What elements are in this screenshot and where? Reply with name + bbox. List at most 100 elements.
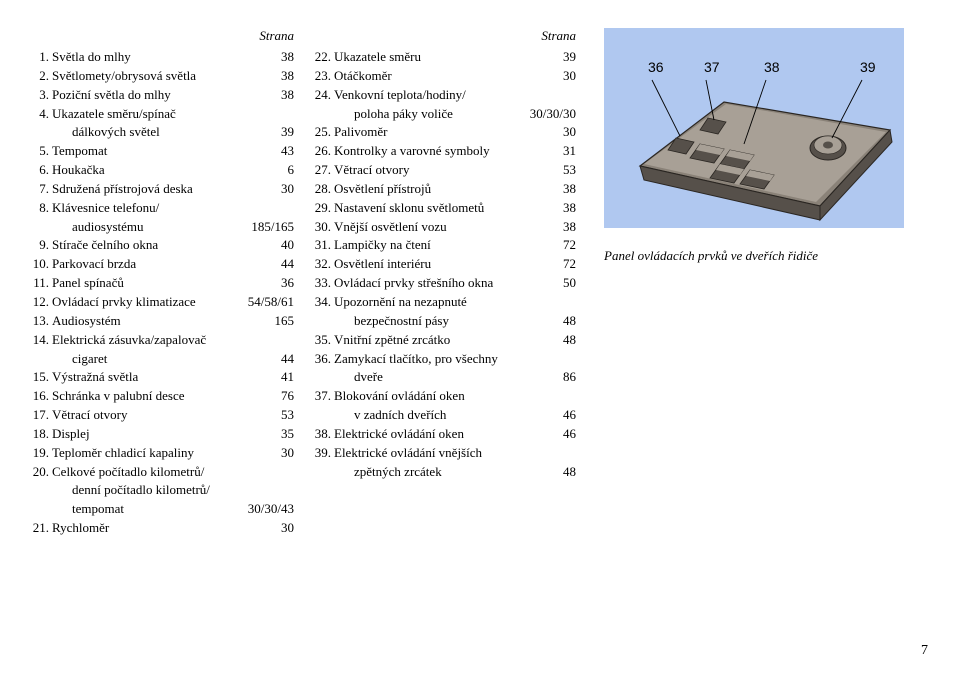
- item-number: 6.: [32, 161, 52, 180]
- list-item: 25.Palivoměr30: [314, 123, 576, 142]
- item-label: tempomat: [52, 500, 248, 519]
- item-page: 30: [281, 519, 294, 538]
- item-page: 30/30/43: [248, 500, 294, 519]
- item-label: Elektrická zásuvka/zapalovač: [52, 331, 294, 350]
- item-label: Světla do mlhy: [52, 48, 281, 67]
- item-page: 46: [563, 425, 576, 444]
- svg-text:38: 38: [764, 59, 780, 75]
- list-item: 13.Audiosystém165: [32, 312, 294, 331]
- list-item: audiosystému185/165: [32, 218, 294, 237]
- item-number: 33.: [314, 274, 334, 293]
- item-number: 37.: [314, 387, 334, 406]
- item-label: zpětných zrcátek: [334, 463, 563, 482]
- column-left: Strana 1.Světla do mlhy382.Světlomety/ob…: [32, 28, 294, 538]
- item-page: 38: [281, 48, 294, 67]
- list-item: 17.Větrací otvory53: [32, 406, 294, 425]
- item-page: 41: [281, 368, 294, 387]
- item-number: 32.: [314, 255, 334, 274]
- item-label: Světlomety/obrysová světla: [52, 67, 281, 86]
- item-page: 30: [563, 67, 576, 86]
- item-number: 28.: [314, 180, 334, 199]
- list-item: 6.Houkačka6: [32, 161, 294, 180]
- item-number: 39.: [314, 444, 334, 463]
- item-label: Lampičky na čtení: [334, 236, 563, 255]
- list-item: 3.Poziční světla do mlhy38: [32, 86, 294, 105]
- item-label: Celkové počítadlo kilometrů/: [52, 463, 294, 482]
- list-item: cigaret44: [32, 350, 294, 369]
- figure-caption: Panel ovládacích prvků ve dveřích řidiče: [604, 248, 818, 264]
- item-number: 7.: [32, 180, 52, 199]
- item-number: 15.: [32, 368, 52, 387]
- list-item: 23.Otáčkoměr30: [314, 67, 576, 86]
- item-label: Houkačka: [52, 161, 288, 180]
- item-label: dveře: [334, 368, 563, 387]
- list-item: 14.Elektrická zásuvka/zapalovač: [32, 331, 294, 350]
- item-label: Osvětlení interiéru: [334, 255, 563, 274]
- item-number: 4.: [32, 105, 52, 124]
- item-number: 2.: [32, 67, 52, 86]
- item-page: 30: [281, 444, 294, 463]
- item-label: Teploměr chladicí kapaliny: [52, 444, 281, 463]
- item-number: 26.: [314, 142, 334, 161]
- item-number: 38.: [314, 425, 334, 444]
- svg-text:39: 39: [860, 59, 876, 75]
- item-label: denní počítadlo kilometrů/: [52, 481, 294, 500]
- list-item: 4.Ukazatele směru/spínač: [32, 105, 294, 124]
- list-item: 18.Displej35: [32, 425, 294, 444]
- item-label: v zadních dveřích: [334, 406, 563, 425]
- item-number: 14.: [32, 331, 52, 350]
- item-number: 9.: [32, 236, 52, 255]
- item-label: Osvětlení přístrojů: [334, 180, 563, 199]
- list-item: 16.Schránka v palubní desce76: [32, 387, 294, 406]
- item-label: Zamykací tlačítko, pro všechny: [334, 350, 576, 369]
- item-page: 39: [563, 48, 576, 67]
- item-page: 39: [281, 123, 294, 142]
- item-number: 21.: [32, 519, 52, 538]
- item-label: Elektrické ovládání vnějších: [334, 444, 576, 463]
- list-item: 20.Celkové počítadlo kilometrů/: [32, 463, 294, 482]
- item-number: 10.: [32, 255, 52, 274]
- list-item: 19.Teploměr chladicí kapaliny30: [32, 444, 294, 463]
- item-page: 165: [275, 312, 295, 331]
- item-label: Ukazatele směru/spínač: [52, 105, 294, 124]
- list-item: 37.Blokování ovládání oken: [314, 387, 576, 406]
- list-item: 2.Světlomety/obrysová světla38: [32, 67, 294, 86]
- item-number: 31.: [314, 236, 334, 255]
- list-item: tempomat30/30/43: [32, 500, 294, 519]
- item-label: Parkovací brzda: [52, 255, 281, 274]
- item-page: 43: [281, 142, 294, 161]
- list-item: 15.Výstražná světla41: [32, 368, 294, 387]
- item-label: poloha páky voliče: [334, 105, 530, 124]
- item-number: 34.: [314, 293, 334, 312]
- item-label: Vnitřní zpětné zrcátko: [334, 331, 563, 350]
- svg-text:36: 36: [648, 59, 664, 75]
- list-item: 34.Upozornění na nezapnuté: [314, 293, 576, 312]
- item-label: Venkovní teplota/hodiny/: [334, 86, 576, 105]
- list-item: 22.Ukazatele směru39: [314, 48, 576, 67]
- list-item: 33.Ovládací prvky střešního okna50: [314, 274, 576, 293]
- item-number: 17.: [32, 406, 52, 425]
- list-item: 10.Parkovací brzda44: [32, 255, 294, 274]
- page-number: 7: [921, 643, 928, 659]
- list-item: dálkových světel39: [32, 123, 294, 142]
- item-number: 22.: [314, 48, 334, 67]
- item-label: Displej: [52, 425, 281, 444]
- item-page: 35: [281, 425, 294, 444]
- item-label: Upozornění na nezapnuté: [334, 293, 576, 312]
- item-label: Poziční světla do mlhy: [52, 86, 281, 105]
- item-page: 38: [281, 67, 294, 86]
- item-page: 53: [563, 161, 576, 180]
- list-item: 29.Nastavení sklonu světlometů38: [314, 199, 576, 218]
- list-item: 38.Elektrické ovládání oken46: [314, 425, 576, 444]
- item-page: 44: [281, 255, 294, 274]
- list-item: 36.Zamykací tlačítko, pro všechny: [314, 350, 576, 369]
- item-number: 3.: [32, 86, 52, 105]
- svg-text:37: 37: [704, 59, 720, 75]
- list-item: 1.Světla do mlhy38: [32, 48, 294, 67]
- item-label: Panel spínačů: [52, 274, 281, 293]
- item-label: Elektrické ovládání oken: [334, 425, 563, 444]
- item-label: Rychloměr: [52, 519, 281, 538]
- item-label: Audiosystém: [52, 312, 275, 331]
- item-page: 48: [563, 331, 576, 350]
- item-page: 30/30/30: [530, 105, 576, 124]
